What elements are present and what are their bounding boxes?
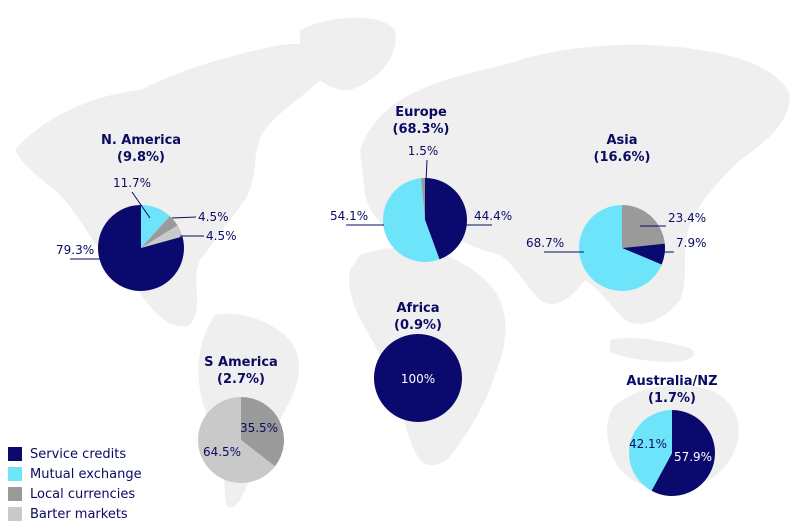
data-label: 68.7%	[526, 236, 564, 250]
data-label: 1.5%	[408, 144, 439, 158]
data-label: 4.5%	[206, 229, 237, 243]
legend-swatch	[8, 447, 22, 461]
legend-item-barter-markets: Barter markets	[8, 504, 142, 524]
continent-islands	[610, 337, 694, 362]
pie-slice-service-credits	[425, 178, 468, 260]
data-label: 23.4%	[668, 211, 706, 225]
pie-slice-local-currencies	[241, 397, 284, 467]
data-label: 100%	[401, 372, 435, 386]
legend-item-mutual-exchange: Mutual exchange	[8, 464, 142, 484]
pie-africa: Africa (0.9%) 100%	[374, 301, 462, 422]
region-title: Australia/NZ	[626, 374, 717, 389]
pie-slice-service-credits	[622, 243, 665, 265]
legend-label: Local currencies	[30, 486, 136, 502]
data-label: 54.1%	[330, 209, 368, 223]
legend-swatch	[8, 507, 22, 521]
pie-australia-nz: Australia/NZ (1.7%) 57.9% 42.1%	[626, 374, 718, 496]
pie-asia: Asia (16.6%) 23.4% 7.9% 68.7%	[526, 133, 707, 292]
leader-line	[425, 159, 428, 183]
leader-line	[131, 191, 151, 219]
legend-label: Barter markets	[30, 506, 128, 522]
data-label: 7.9%	[676, 236, 707, 250]
data-label: 42.1%	[629, 437, 667, 451]
legend-item-service-credits: Service credits	[8, 444, 142, 464]
data-label: 79.3%	[56, 243, 94, 257]
legend-label: Mutual exchange	[30, 466, 142, 482]
legend: Service credits Mutual exchange Local cu…	[8, 444, 142, 524]
pie-s-america: S America (2.7%) 35.5% 64.5%	[197, 355, 284, 483]
pie-slice-service-credits	[374, 334, 462, 422]
data-label: 44.4%	[474, 209, 512, 223]
pie-slice-service-credits	[98, 205, 185, 291]
pie-slice-barter-markets	[141, 225, 183, 248]
pie-slice-service-credits	[651, 410, 715, 496]
continent-north-america	[15, 44, 328, 327]
region-share: (9.8%)	[117, 150, 165, 165]
pie-slice-local-currencies	[141, 216, 178, 248]
data-label: 4.5%	[198, 210, 229, 224]
region-share: (2.7%)	[217, 372, 265, 387]
data-label: 57.9%	[674, 450, 712, 464]
region-title: Europe	[395, 105, 447, 120]
pie-slice-mutual-exchange	[628, 410, 672, 491]
region-title: Asia	[606, 133, 637, 148]
legend-swatch	[8, 487, 22, 501]
legend-item-local-currencies: Local currencies	[8, 484, 142, 504]
legend-swatch	[8, 467, 22, 481]
continent-greenland	[300, 17, 396, 91]
leader-line	[171, 216, 197, 219]
legend-label: Service credits	[30, 446, 127, 462]
region-title: Africa	[396, 301, 439, 316]
pie-europe: Europe (68.3%) 44.4% 54.1% 1.5%	[330, 105, 512, 262]
region-title: N. America	[101, 133, 181, 148]
pie-slice-mutual-exchange	[383, 178, 440, 262]
region-share: (16.6%)	[594, 150, 651, 165]
pie-slice-local-currencies	[421, 178, 425, 220]
data-label: 35.5%	[240, 421, 278, 435]
pie-charts: N. America (9.8%) 11.7% 4.5% 4.5% 79.3% Europe…	[56, 105, 718, 496]
data-label: 11.7%	[113, 176, 151, 190]
data-label: 64.5%	[203, 445, 241, 459]
pie-slice-mutual-exchange	[579, 205, 662, 292]
region-title: S America	[204, 355, 278, 370]
region-share: (1.7%)	[648, 391, 696, 406]
pie-slice-barter-markets	[197, 397, 275, 483]
continent-eurasia	[360, 44, 790, 324]
pie-n-america: N. America (9.8%) 11.7% 4.5% 4.5% 79.3%	[56, 133, 237, 291]
region-share: (68.3%)	[393, 122, 450, 137]
region-share: (0.9%)	[394, 318, 442, 333]
